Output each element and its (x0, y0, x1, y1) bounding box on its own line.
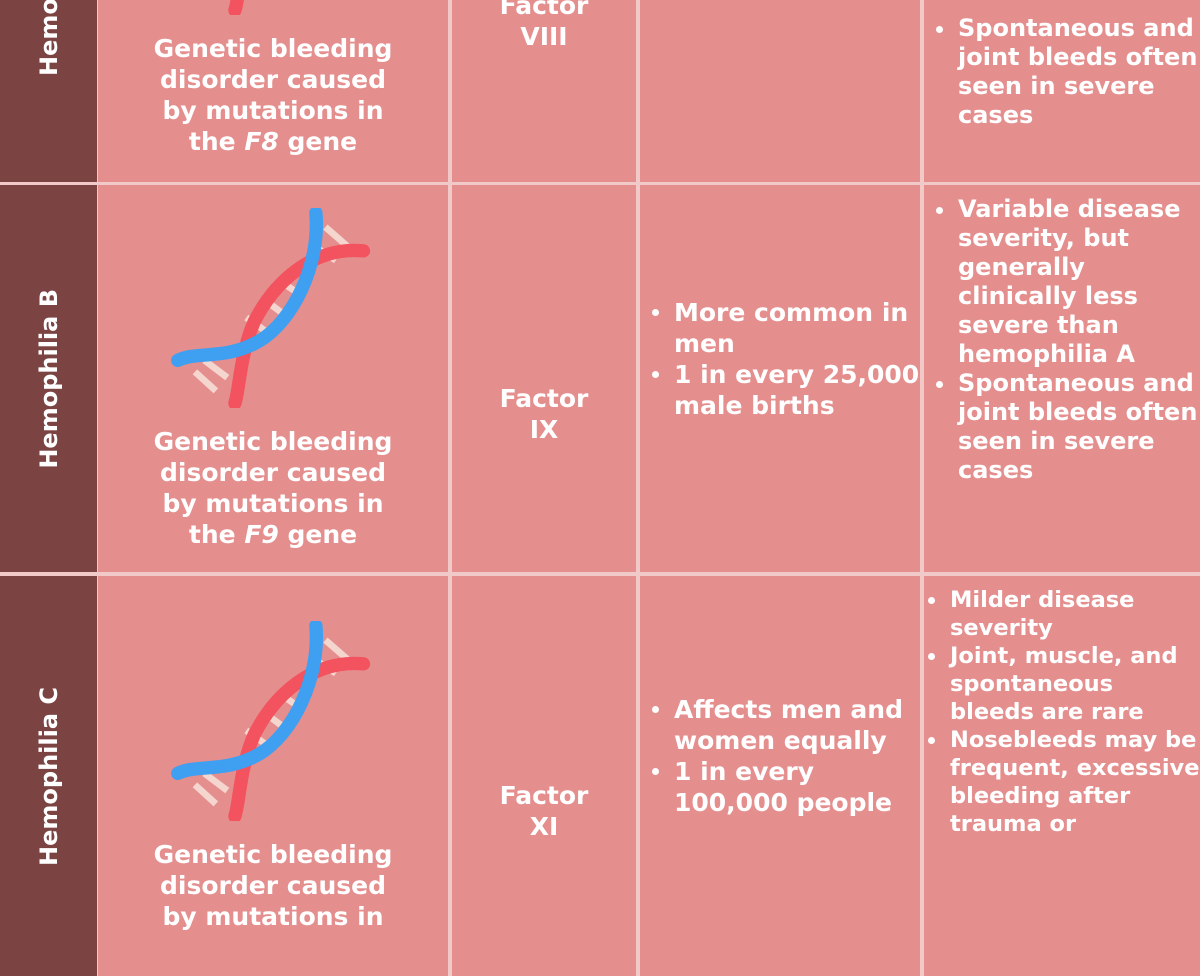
prevalence-list: More common in men 1 in every 25,000 male… (640, 297, 920, 421)
prevalence-item: 1 in every 100,000 people (652, 756, 920, 818)
description-text: Genetic bleeding disorder caused by muta… (153, 839, 393, 931)
feature-item: Spontaneous and joint bleeds often seen … (936, 369, 1200, 485)
feature-item: Nosebleeds may be frequent, excessive bl… (928, 727, 1200, 837)
description-text: gene (287, 127, 358, 156)
prevalence-cell: More common in men 1 in every 25,000 male… (640, 185, 920, 572)
description: Genetic bleeding disorder caused by muta… (143, 839, 403, 932)
description: Genetic bleeding disorder caused by muta… (143, 33, 403, 157)
factor-cell: Factor IX (452, 185, 636, 572)
label-cell: Hemophilia A (0, 0, 97, 182)
description-cell: Genetic bleeding disorder caused by muta… (98, 0, 448, 182)
features-list: Spontaneous and joint bleeds often seen … (924, 14, 1200, 130)
feature-item: Spontaneous and joint bleeds often seen … (936, 14, 1200, 130)
description: Genetic bleeding disorder caused by muta… (143, 426, 403, 550)
factor: Factor XI (499, 781, 589, 841)
description-cell: Genetic bleeding disorder caused by muta… (98, 185, 448, 572)
feature-item: Variable disease severity, but generally… (936, 195, 1200, 369)
gene-name: F9 (244, 519, 279, 549)
prevalence-item: More common in men (652, 297, 920, 359)
factor: Factor IX (499, 383, 589, 444)
description-text: gene (287, 519, 358, 549)
prevalence-item: Affects men and women equally (652, 694, 920, 756)
prevalence-cell (640, 0, 920, 182)
factor: Factor VIII (499, 0, 589, 51)
dna-icon (168, 621, 378, 821)
features-list: Milder disease severity Joint, muscle, an… (924, 586, 1200, 838)
dna-icon (168, 0, 378, 15)
features-cell: Milder disease severity Joint, muscle, an… (924, 576, 1200, 976)
label-cell: Hemophilia C (0, 576, 97, 976)
gene-name: F8 (244, 127, 279, 156)
factor-cell: Factor VIII (452, 0, 636, 182)
row-label: Hemophilia B (34, 288, 63, 469)
label-cell: Hemophilia B (0, 185, 97, 572)
factor-cell: Factor XI (452, 576, 636, 976)
features-list: Variable disease severity, but generally… (924, 195, 1200, 485)
dna-icon (168, 208, 378, 408)
description-text: Genetic bleeding disorder caused by muta… (153, 426, 393, 549)
description-cell: Genetic bleeding disorder caused by muta… (98, 576, 448, 976)
prevalence-item: 1 in every 25,000 male births (652, 359, 920, 420)
feature-item: Joint, muscle, and spontaneous bleeds ar… (928, 642, 1200, 726)
description-text: Genetic bleeding disorder caused by muta… (153, 34, 393, 156)
row-label: Hemophilia A (35, 0, 63, 76)
features-cell: Variable disease severity, but generally… (924, 185, 1200, 572)
feature-item: Milder disease severity (928, 586, 1200, 642)
prevalence-list: Affects men and women equally 1 in every … (640, 694, 920, 818)
features-cell: Spontaneous and joint bleeds often seen … (924, 0, 1200, 182)
row-label: Hemophilia C (34, 686, 63, 866)
prevalence-cell: Affects men and women equally 1 in every … (640, 576, 920, 976)
